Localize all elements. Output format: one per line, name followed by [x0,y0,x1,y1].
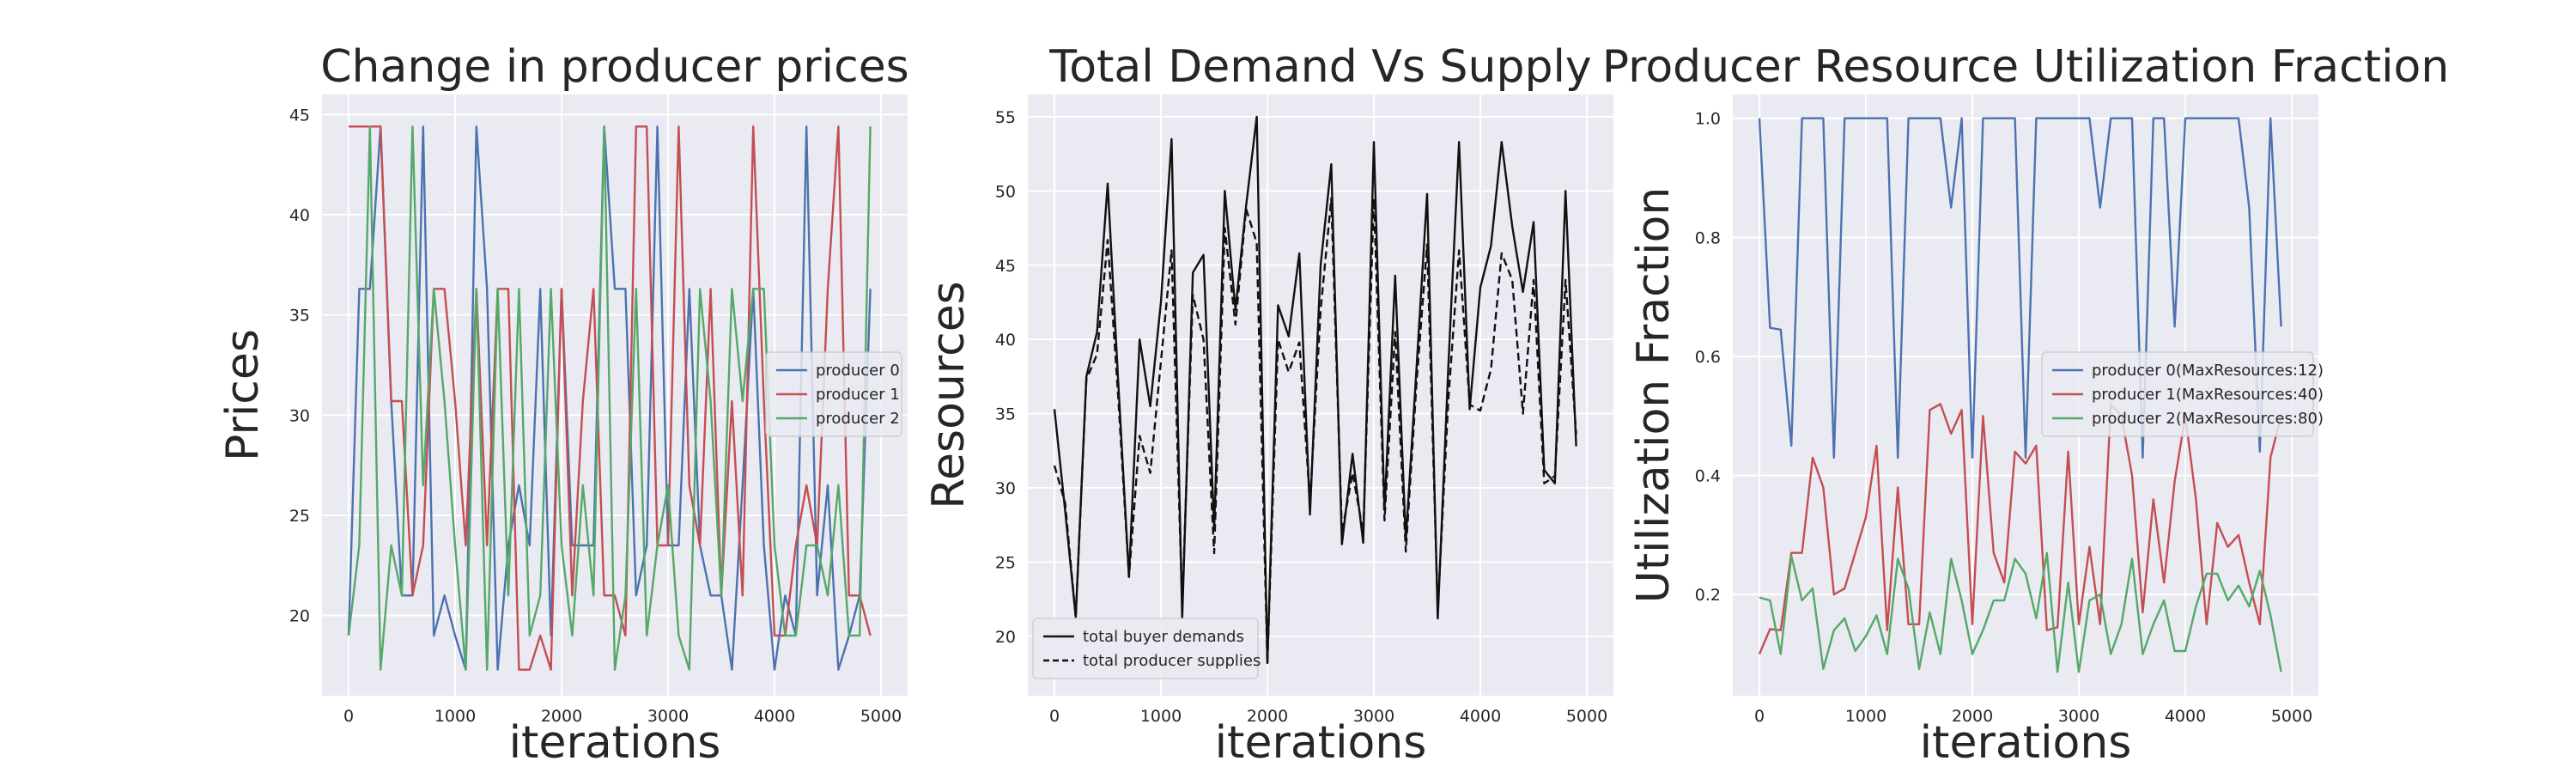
y-tick-label: 20 [995,628,1016,647]
x-axis-label: iterations [509,717,721,769]
legend-label: producer 2 [816,410,900,428]
legend-box [765,351,902,437]
x-tick-label: 0 [1754,707,1765,726]
y-tick-label: 25 [289,507,310,526]
x-tick-label: 2000 [1952,707,1993,726]
y-tick-label: 50 [995,182,1016,201]
legend: total buyer demands total producer suppli… [1032,618,1261,679]
plot-area [1028,94,1613,696]
y-tick-label: 1.0 [1695,110,1721,129]
y-axis-label: Prices [217,329,269,461]
x-tick-label: 1000 [434,707,476,726]
legend-label: producer 0 [816,362,900,380]
x-tick-label: 3000 [647,707,689,726]
series-line-0 [1758,117,2282,459]
x-axis-label: iterations [1920,717,2132,769]
y-tick-label: 20 [289,607,310,626]
y-tick-label: 35 [289,307,310,326]
legend-box [2041,351,2314,437]
series-line-0 [347,125,872,671]
x-tick-label: 2000 [541,707,582,726]
y-axis-label: Resources [923,281,975,509]
series-line-1 [1053,197,1577,665]
legend-label: producer 1 [816,386,900,404]
legend: producer 0 producer 1 producer 2 [765,351,902,437]
x-tick-label: 2000 [1247,707,1288,726]
y-tick-label: 25 [995,553,1016,572]
y-tick-label: 30 [995,479,1016,498]
y-tick-label: 0.2 [1695,586,1721,605]
x-tick-label: 3000 [2058,707,2099,726]
x-tick-label: 4000 [2165,707,2206,726]
y-tick-label: 45 [995,257,1016,276]
x-tick-label: 1000 [1845,707,1886,726]
x-tick-label: 5000 [2271,707,2312,726]
legend-label: producer 2(MaxResources:80) [2092,410,2324,428]
chart-title: Change in producer prices [320,41,909,93]
x-tick-label: 0 [343,707,354,726]
x-tick-label: 0 [1049,707,1060,726]
x-tick-label: 5000 [860,707,902,726]
series-line-2 [1759,551,2282,673]
legend-box [1032,618,1259,679]
y-tick-label: 0.4 [1695,467,1721,486]
chart-utilization-fraction: 0 1000 2000 3000 4000 5000 0.2 0.4 0.6 0.8 1.0 Prod… [1602,41,2450,769]
legend: producer 0(MaxResources:12) producer 1(Ma… [2041,351,2324,437]
y-tick-label: 40 [995,331,1016,350]
series-line-1 [349,125,872,671]
y-tick-label: 30 [289,406,310,425]
x-tick-label: 5000 [1566,707,1607,726]
y-tick-label: 0.6 [1695,348,1721,367]
legend-label: producer 1(MaxResources:40) [2092,386,2324,404]
legend-label: total producer supplies [1083,652,1261,670]
series-line-1 [1758,403,2282,654]
y-tick-label: 40 [289,206,310,225]
chart-title: Total Demand Vs Supply [1048,41,1591,93]
x-axis-label: iterations [1215,717,1427,769]
legend-label: total buyer demands [1083,628,1244,646]
chart-title: Producer Resource Utilization Fraction [1602,41,2450,93]
x-tick-label: 4000 [1460,707,1501,726]
x-tick-label: 3000 [1353,707,1394,726]
chart-demand-vs-supply: 0 1000 2000 3000 4000 5000 20 25 30 35 40 45 50 55 Tot… [923,41,1613,769]
y-tick-label: 35 [995,405,1016,424]
y-tick-label: 0.8 [1695,228,1721,247]
x-tick-label: 4000 [754,707,795,726]
chart-producer-prices: 0 1000 2000 3000 4000 5000 20 25 30 35 40 45 Change … [217,41,909,769]
y-tick-label: 55 [995,108,1016,127]
legend-label: producer 0(MaxResources:12) [2092,362,2324,380]
x-tick-label: 1000 [1140,707,1182,726]
series-line-2 [347,125,872,671]
y-tick-label: 45 [289,106,310,125]
y-axis-label: Utilization Fraction [1628,187,1680,604]
